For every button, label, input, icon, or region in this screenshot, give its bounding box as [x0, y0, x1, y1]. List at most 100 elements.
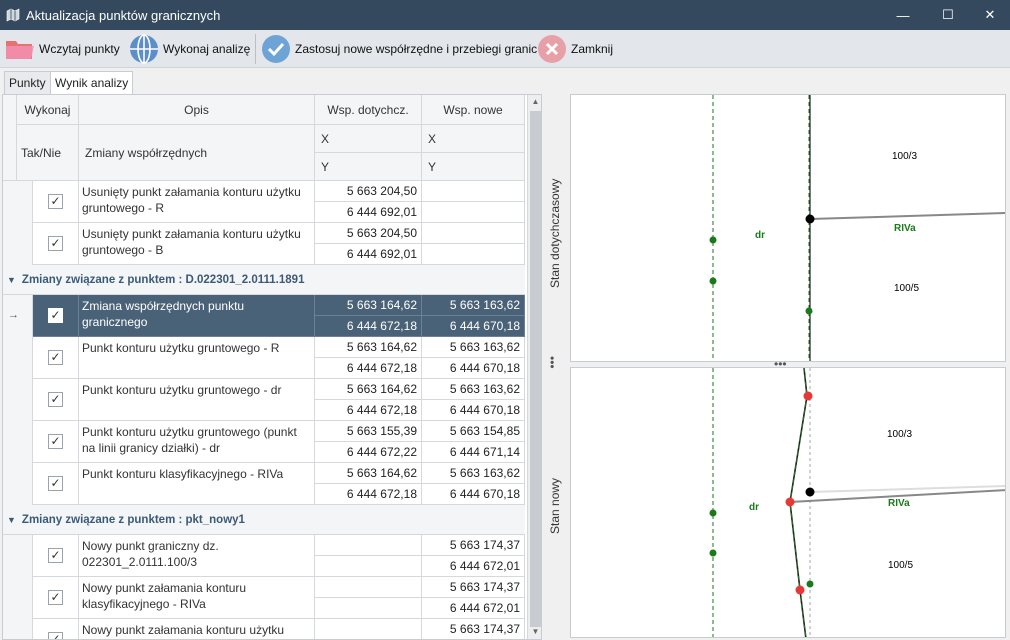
map-panel-new[interactable]: dr 100/3 RIVa 100/5	[570, 367, 1006, 638]
new-point[interactable]	[803, 391, 813, 401]
contour-point[interactable]	[709, 236, 717, 244]
group-label: Zmiany związane z punktem : pkt_nowy1	[21, 513, 245, 526]
x-old-value	[315, 535, 422, 556]
checkbox-cell: ✓	[33, 577, 79, 619]
x-old-value	[315, 577, 422, 598]
run-analysis-button[interactable]: Wykonaj analizę	[128, 30, 250, 68]
y-old-value: 6 444 672,18	[315, 316, 422, 337]
row-description: Nowy punkt załamania konturu klasyfikacy…	[79, 577, 315, 619]
group-row[interactable]: ▼ Zmiany związane z punktem : pkt_nowy1	[3, 505, 525, 535]
header-x-new: X	[422, 125, 525, 153]
table-row[interactable]: ✓ Usunięty punkt załamania konturu użytk…	[3, 223, 525, 265]
row-description: Nowy punkt graniczny dz. 022301_2.0111.1…	[79, 535, 315, 577]
riva-contour-line	[809, 212, 1005, 220]
vertical-splitter[interactable]: •••	[543, 94, 569, 640]
table-row[interactable]: ✓ Punkt konturu użytku gruntowego - dr 5…	[3, 379, 525, 421]
tab-strip: Punkty Wynik analizy	[0, 68, 1010, 95]
table-row[interactable]: ✓ Punkt konturu użytku gruntowego (punkt…	[3, 421, 525, 463]
table-row[interactable]: ✓ Punkt konturu użytku gruntowego - R 5 …	[3, 337, 525, 379]
group-row[interactable]: ▼ Zmiany związane z punktem : D.022301_2…	[3, 265, 525, 295]
table-row-selected[interactable]: → ✓ Zmiana współrzędnych punktu graniczn…	[3, 295, 525, 337]
table-row[interactable]: ✓ Nowy punkt załamania konturu użytku 5 …	[3, 619, 525, 639]
contour-point[interactable]	[806, 580, 814, 588]
header-wsp-new[interactable]: Wsp. nowe	[422, 95, 525, 125]
close-window-button[interactable]: ✕	[984, 7, 996, 22]
toolbar: Wczytaj punkty Wykonaj analizę Zastosuj …	[0, 30, 1010, 68]
contour-point[interactable]	[709, 549, 717, 557]
maximize-button[interactable]: ☐	[942, 7, 954, 22]
splitter-grip-icon: •••	[545, 356, 559, 369]
header-opis[interactable]: Opis	[79, 95, 315, 125]
header-zmiany: Zmiany współrzędnych	[79, 125, 315, 181]
row-checkbox[interactable]: ✓	[48, 350, 63, 365]
header-y-old: Y	[315, 153, 422, 181]
apply-coordinates-label: Zastosuj nowe współrzędne i przebiegi gr…	[295, 42, 538, 56]
table-row[interactable]: ✓ Nowy punkt załamania konturu klasyfika…	[3, 577, 525, 619]
apply-coordinates-button[interactable]: Zastosuj nowe współrzędne i przebiegi gr…	[260, 30, 537, 68]
boundary-point[interactable]	[805, 214, 815, 224]
row-gutter	[3, 619, 33, 639]
bottom-panel-title: Stan nowy	[548, 477, 562, 534]
top-panel-title: Stan dotychczasowy	[548, 178, 562, 288]
label-parcel-1005: 100/5	[894, 283, 920, 294]
row-gutter: →	[3, 295, 33, 337]
row-checkbox[interactable]: ✓	[48, 392, 63, 407]
y-new-value: 6 444 672,01	[422, 556, 525, 577]
close-circle-icon	[538, 35, 566, 63]
x-new-value	[422, 181, 525, 202]
minimize-button[interactable]: —	[896, 7, 910, 23]
checkbox-cell: ✓	[33, 337, 79, 379]
header-wykonaj[interactable]: Wykonaj	[17, 95, 79, 125]
tab-wynik-analizy[interactable]: Wynik analizy	[50, 71, 134, 95]
chevron-down-icon[interactable]: ▼	[7, 274, 16, 285]
row-checkbox[interactable]: ✓	[48, 308, 63, 323]
row-checkbox[interactable]: ✓	[48, 194, 63, 209]
header-wsp-old[interactable]: Wsp. dotychcz.	[315, 95, 422, 125]
map-panel-previous[interactable]: dr 100/3 RIVa 100/5	[570, 94, 1006, 362]
y-new-value	[422, 244, 525, 265]
table-row[interactable]: ✓ Nowy punkt graniczny dz. 022301_2.0111…	[3, 535, 525, 577]
row-checkbox[interactable]: ✓	[48, 548, 63, 563]
load-points-button[interactable]: Wczytaj punkty	[4, 30, 120, 68]
y-new-value: 6 444 670,18	[422, 400, 525, 421]
y-new-value	[422, 202, 525, 223]
row-checkbox[interactable]: ✓	[48, 434, 63, 449]
scroll-down-icon[interactable]: ▼	[531, 627, 540, 636]
new-riva-contour-line	[789, 489, 1005, 503]
run-analysis-label: Wykonaj analizę	[163, 42, 251, 56]
row-checkbox[interactable]: ✓	[48, 590, 63, 605]
checkbox-cell: ✓	[33, 181, 79, 223]
row-checkbox[interactable]: ✓	[48, 476, 63, 491]
header-x-old: X	[315, 125, 422, 153]
title-bar: Aktualizacja punktów granicznych — ☐ ✕	[0, 0, 1010, 30]
row-indicator-icon: →	[8, 309, 19, 321]
x-new-value: 5 663 154,85	[422, 421, 525, 442]
close-button[interactable]: Zamknij	[536, 30, 613, 68]
x-new-value: 5 663 163,62	[422, 463, 525, 484]
row-gutter	[3, 535, 33, 577]
x-new-value: 5 663 163,62	[422, 295, 525, 316]
contour-point[interactable]	[709, 277, 717, 285]
checkbox-cell: ✓	[33, 463, 79, 505]
scrollbar-thumb[interactable]	[530, 111, 541, 627]
label-parcel-1005: 100/5	[888, 560, 914, 571]
x-new-value: 5 663 174,37	[422, 619, 525, 639]
vertical-scrollbar[interactable]: ▲ ▼	[527, 95, 541, 639]
scroll-up-icon[interactable]: ▲	[531, 97, 540, 106]
contour-point[interactable]	[709, 509, 717, 517]
chevron-down-icon[interactable]: ▼	[7, 514, 16, 525]
tab-punkty[interactable]: Punkty	[4, 71, 51, 94]
new-point[interactable]	[785, 497, 795, 507]
row-gutter	[3, 421, 33, 463]
new-point[interactable]	[795, 585, 805, 595]
previous-riva-line	[809, 485, 1005, 493]
row-checkbox[interactable]: ✓	[48, 632, 63, 639]
row-checkbox[interactable]: ✓	[48, 236, 63, 251]
y-new-value: 6 444 670,18	[422, 484, 525, 505]
table-row[interactable]: ✓ Punkt konturu klasyfikacyjnego - RIVa …	[3, 463, 525, 505]
row-description: Usunięty punkt załamania konturu użytku …	[79, 181, 315, 223]
previous-boundary-point[interactable]	[805, 487, 815, 497]
contour-point[interactable]	[805, 307, 813, 315]
checkmark-icon	[262, 35, 290, 63]
table-row[interactable]: ✓ Usunięty punkt załamania konturu użytk…	[3, 181, 525, 223]
